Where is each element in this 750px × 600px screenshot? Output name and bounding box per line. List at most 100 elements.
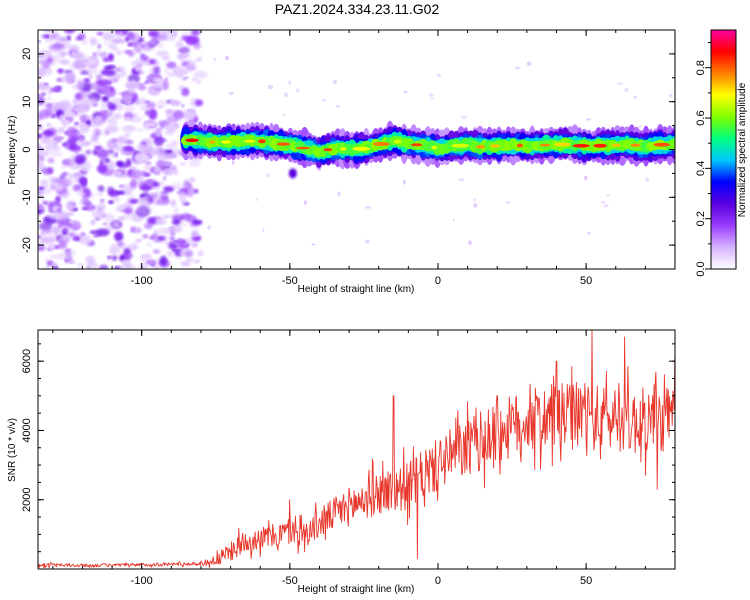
spectrogram-noise-blob bbox=[144, 80, 150, 84]
spectrogram-faint-blob bbox=[303, 200, 307, 205]
spectrogram-noise-blob bbox=[156, 126, 164, 133]
spectrogram-faint-blob bbox=[268, 84, 273, 90]
spectrogram-noise-blob bbox=[86, 261, 99, 269]
spectrogram-noise-blob bbox=[131, 169, 142, 180]
spectrogram-noise-blob bbox=[107, 186, 115, 195]
spectrogram-noise-blob bbox=[155, 50, 170, 57]
spectrogram-noise-blob bbox=[66, 173, 74, 177]
spectrogram-noise-blob bbox=[92, 130, 97, 134]
spectrogram-noise-blob bbox=[59, 59, 70, 65]
spectrogram-faint-blob bbox=[587, 231, 591, 235]
spectrogram-noise-blob bbox=[189, 177, 196, 182]
spectrogram-noise-blob bbox=[157, 43, 164, 49]
spectrogram-faint-blob bbox=[584, 175, 588, 181]
spectrogram-ridge-peak bbox=[451, 143, 470, 148]
snr-panel: -100 -50 0 50 2000 4000 6000 Height of straig… bbox=[7, 329, 676, 595]
spectrogram-noise-blob bbox=[85, 149, 92, 155]
spectrogram-noise-blob bbox=[110, 229, 114, 233]
spectrogram-noise-blob bbox=[124, 118, 132, 122]
spectrogram-noise-blob bbox=[59, 152, 63, 157]
spectrogram-noise-blob bbox=[140, 115, 144, 119]
spectrogram-noise-blob bbox=[46, 68, 53, 73]
spectrogram-noise-blob bbox=[59, 136, 64, 140]
spectrogram-noise-blob bbox=[48, 212, 63, 220]
spectrogram-noise-blob bbox=[152, 182, 160, 186]
figure-title: PAZ1.2024.334.23.11.G02 bbox=[275, 1, 440, 17]
spectrogram-noise-blob bbox=[83, 78, 90, 83]
spectrogram-noise-blob bbox=[41, 167, 53, 175]
spectrogram-noise-blob bbox=[107, 103, 117, 111]
spectrogram-noise-blob bbox=[176, 72, 181, 75]
spectrogram-noise-blob bbox=[108, 149, 114, 155]
spectrogram-noise-blob bbox=[85, 98, 98, 105]
spectrogram-noise-blob bbox=[48, 238, 56, 243]
spectrogram-noise-blob bbox=[76, 142, 83, 146]
spectrogram-ridge-peak bbox=[258, 139, 266, 144]
spectrogram-noise-blob bbox=[68, 133, 79, 143]
spectrogram-ridge-peak bbox=[244, 139, 256, 143]
spectrogram-x-tick-label: 0 bbox=[435, 275, 441, 287]
spectrogram-y-tick-label: -20 bbox=[21, 237, 33, 253]
spectrogram-noise-blob bbox=[59, 99, 71, 108]
spectrogram-noise-blob bbox=[125, 37, 129, 42]
spectrogram-noise-blob bbox=[108, 42, 117, 50]
spectrogram-ridge-peak bbox=[393, 139, 402, 144]
spectrogram-noise-blob bbox=[154, 84, 163, 90]
spectrogram-noise-blob bbox=[130, 179, 138, 188]
snr-y-axis: 2000 4000 6000 bbox=[21, 343, 675, 553]
spectrogram-noise-blob bbox=[156, 198, 171, 206]
spectrogram-noise-blob bbox=[166, 214, 174, 218]
spectrogram-noise-blob bbox=[124, 131, 131, 139]
spectrogram-noise-blob bbox=[149, 39, 159, 45]
snr-series-line bbox=[38, 330, 675, 569]
spectrogram-noise-blob bbox=[104, 110, 108, 113]
spectrogram-noise-blob bbox=[159, 195, 164, 199]
spectrogram-noise-blob bbox=[123, 248, 130, 255]
spectrogram-ridge-peak bbox=[490, 144, 500, 148]
spectrogram-noise-blob bbox=[97, 43, 102, 50]
spectrogram-noise-blob bbox=[86, 68, 99, 75]
spectrogram-noise-blob bbox=[65, 256, 71, 260]
spectrogram-noise-blob bbox=[51, 145, 61, 151]
spectrogram-noise-blob bbox=[185, 258, 195, 263]
spectrogram-faint-blob bbox=[321, 99, 326, 102]
spectrogram-noise-blob bbox=[165, 109, 174, 114]
spectrogram-noise-blob bbox=[115, 190, 126, 195]
spectrogram-noise-blob bbox=[146, 122, 157, 127]
spectrogram-noise-blob bbox=[148, 58, 156, 65]
spectrogram-noise-blob bbox=[80, 93, 89, 99]
spectrogram-noise-blob bbox=[175, 40, 184, 47]
colorbar-ticks: 0.0 0.2 0.4 0.6 0.8 bbox=[695, 42, 711, 277]
spectrogram-noise-blob bbox=[172, 110, 185, 120]
spectrogram-noise-blob bbox=[190, 30, 201, 36]
spectrogram-noise-blob bbox=[42, 130, 54, 136]
spectrogram-noise-blob bbox=[98, 51, 109, 58]
spectrogram-noise-blob bbox=[159, 191, 169, 195]
spectrogram-noise-blob bbox=[59, 219, 64, 223]
spectrogram-noise-blob bbox=[41, 187, 52, 195]
spectrogram-noise-blob bbox=[188, 159, 201, 168]
spectrogram-noise-blob bbox=[170, 100, 182, 107]
spectrogram-noise-blob bbox=[111, 220, 121, 229]
spectrogram-noise-blob bbox=[182, 77, 187, 81]
spectrogram-noise-blob bbox=[67, 30, 72, 33]
spectrogram-noise-blob bbox=[72, 222, 79, 229]
spectrogram-faint-blob bbox=[296, 88, 300, 93]
snr-x-axis-label: Height of straight line (km) bbox=[298, 584, 415, 595]
spectrogram-noise-blob bbox=[82, 40, 88, 45]
spectrogram-faint-blob bbox=[430, 96, 435, 100]
spectrogram-noise-blob bbox=[88, 74, 93, 79]
spectrogram-noise-blob bbox=[136, 238, 142, 243]
spectrogram-ridge-peak bbox=[295, 146, 310, 150]
spectrogram-noise-blob bbox=[105, 223, 113, 232]
spectrogram-noise-blob bbox=[127, 31, 134, 39]
spectrogram-noise-blob bbox=[150, 234, 158, 239]
spectrogram-noise-blob bbox=[48, 43, 64, 53]
spectrogram-noise-blob bbox=[52, 101, 57, 106]
spectrogram-faint-blob bbox=[403, 90, 408, 94]
spectrogram-noise-blob bbox=[76, 79, 85, 91]
spectrogram-noise-blob bbox=[158, 222, 165, 225]
spectrogram-noise-blob bbox=[131, 80, 137, 84]
spectrogram-ridge-peak bbox=[475, 144, 486, 149]
spectrogram-ridge-peak bbox=[554, 142, 571, 147]
